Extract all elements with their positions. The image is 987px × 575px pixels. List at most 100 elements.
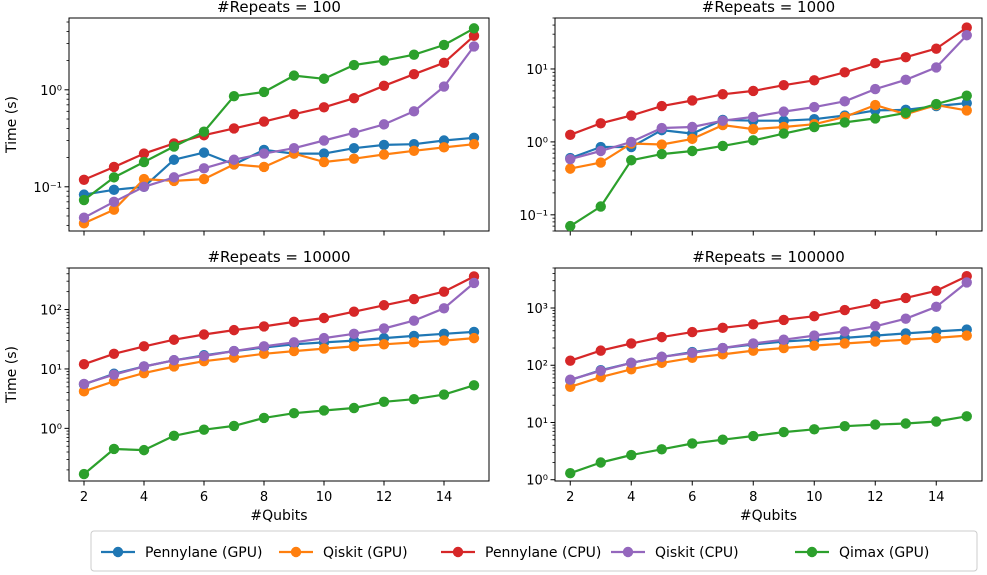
data-point bbox=[408, 68, 420, 80]
data-point bbox=[378, 396, 390, 407]
data-point bbox=[809, 101, 820, 113]
data-point bbox=[595, 145, 606, 157]
series-pennylane-gpu bbox=[565, 97, 972, 164]
data-point bbox=[565, 129, 576, 141]
data-point bbox=[595, 345, 606, 356]
data-point bbox=[626, 155, 637, 166]
data-point bbox=[318, 102, 330, 113]
data-point bbox=[565, 468, 576, 479]
data-point bbox=[168, 141, 180, 152]
data-point bbox=[258, 341, 270, 352]
data-point bbox=[839, 304, 850, 316]
y-axis-label: Time (s) bbox=[4, 346, 20, 404]
legend-item-qiskit-cpu: Qiskit (CPU) bbox=[611, 545, 739, 561]
data-point bbox=[318, 343, 330, 354]
data-point bbox=[931, 98, 942, 110]
data-point bbox=[168, 355, 180, 366]
data-point bbox=[228, 154, 240, 165]
data-point bbox=[778, 128, 789, 139]
data-point bbox=[626, 357, 637, 369]
data-point bbox=[78, 194, 90, 206]
series-pennylane-cpu bbox=[565, 22, 972, 141]
data-point bbox=[318, 156, 330, 168]
data-point bbox=[468, 277, 480, 289]
data-point bbox=[717, 89, 728, 100]
data-point bbox=[348, 153, 360, 164]
data-point bbox=[961, 411, 972, 422]
data-point bbox=[565, 374, 576, 385]
x-tick-label: 4 bbox=[140, 490, 148, 505]
data-point bbox=[870, 419, 881, 430]
data-point bbox=[961, 30, 972, 41]
data-point bbox=[565, 355, 576, 366]
data-point bbox=[228, 90, 240, 102]
legend-item-qiskit-gpu: Qiskit (GPU) bbox=[279, 545, 408, 561]
data-point bbox=[870, 321, 881, 332]
plot-frame bbox=[554, 267, 983, 482]
data-point bbox=[198, 329, 210, 340]
data-point bbox=[108, 184, 120, 196]
data-point bbox=[717, 322, 728, 334]
data-point bbox=[258, 86, 270, 98]
data-point bbox=[228, 123, 240, 134]
data-point bbox=[900, 52, 911, 63]
y-tick-label: 10¹ bbox=[40, 363, 62, 378]
chart-panel-3: #Repeats = 10000 10⁰ 10¹ 10² 2 4 6 8 10 12 14 #Qubi… bbox=[4, 248, 490, 524]
x-tick-label: 12 bbox=[867, 490, 884, 505]
series-pennylane-gpu bbox=[78, 326, 480, 390]
data-point bbox=[138, 341, 150, 352]
data-point bbox=[108, 348, 120, 359]
data-point bbox=[138, 148, 150, 159]
data-point bbox=[258, 161, 270, 173]
data-point bbox=[839, 67, 850, 78]
x-tick-label: 14 bbox=[436, 490, 453, 505]
data-point bbox=[108, 172, 120, 183]
legend-label: Qimax (GPU) bbox=[839, 545, 929, 561]
series-line bbox=[83, 45, 475, 219]
data-point bbox=[900, 74, 911, 86]
legend-box bbox=[90, 530, 978, 572]
data-point bbox=[565, 163, 576, 174]
data-point bbox=[565, 153, 576, 165]
series-qiskit-cpu bbox=[565, 277, 972, 385]
series-line bbox=[570, 34, 968, 161]
data-point bbox=[748, 111, 759, 123]
y-axis-label: Time (s) bbox=[4, 96, 20, 154]
x-axis-label: #Qubits bbox=[250, 508, 307, 524]
data-point bbox=[108, 369, 120, 380]
data-point bbox=[778, 342, 789, 354]
series-pennylane-cpu bbox=[565, 270, 972, 366]
y-tick-label: 10⁰ bbox=[526, 474, 548, 489]
chart-title: #Repeats = 100000 bbox=[692, 248, 845, 266]
data-point bbox=[778, 314, 789, 326]
data-point bbox=[809, 310, 820, 322]
data-point bbox=[108, 161, 120, 173]
data-point bbox=[778, 426, 789, 438]
data-point bbox=[408, 49, 420, 60]
data-point bbox=[258, 148, 270, 159]
data-point bbox=[438, 286, 450, 297]
data-point bbox=[717, 434, 728, 445]
data-point bbox=[318, 73, 330, 84]
data-point bbox=[198, 350, 210, 362]
data-point bbox=[288, 70, 300, 81]
data-point bbox=[839, 117, 850, 128]
x-tick-label: 2 bbox=[566, 490, 574, 505]
data-point bbox=[258, 412, 270, 424]
data-point bbox=[78, 386, 90, 397]
data-point bbox=[900, 418, 911, 429]
data-point bbox=[961, 330, 972, 341]
data-point bbox=[870, 99, 881, 111]
data-point bbox=[778, 79, 789, 91]
data-point bbox=[900, 313, 911, 324]
data-point bbox=[809, 75, 820, 86]
data-point bbox=[288, 345, 300, 357]
x-tick-label: 12 bbox=[376, 490, 393, 505]
y-tick-label: 10¹ bbox=[526, 63, 548, 78]
series-qimax-gpu bbox=[565, 411, 972, 479]
data-point bbox=[258, 116, 270, 127]
data-point bbox=[626, 136, 637, 148]
legend-marker bbox=[112, 546, 124, 558]
data-point bbox=[78, 359, 90, 370]
y-tick-label: 10⁰ bbox=[40, 84, 62, 99]
